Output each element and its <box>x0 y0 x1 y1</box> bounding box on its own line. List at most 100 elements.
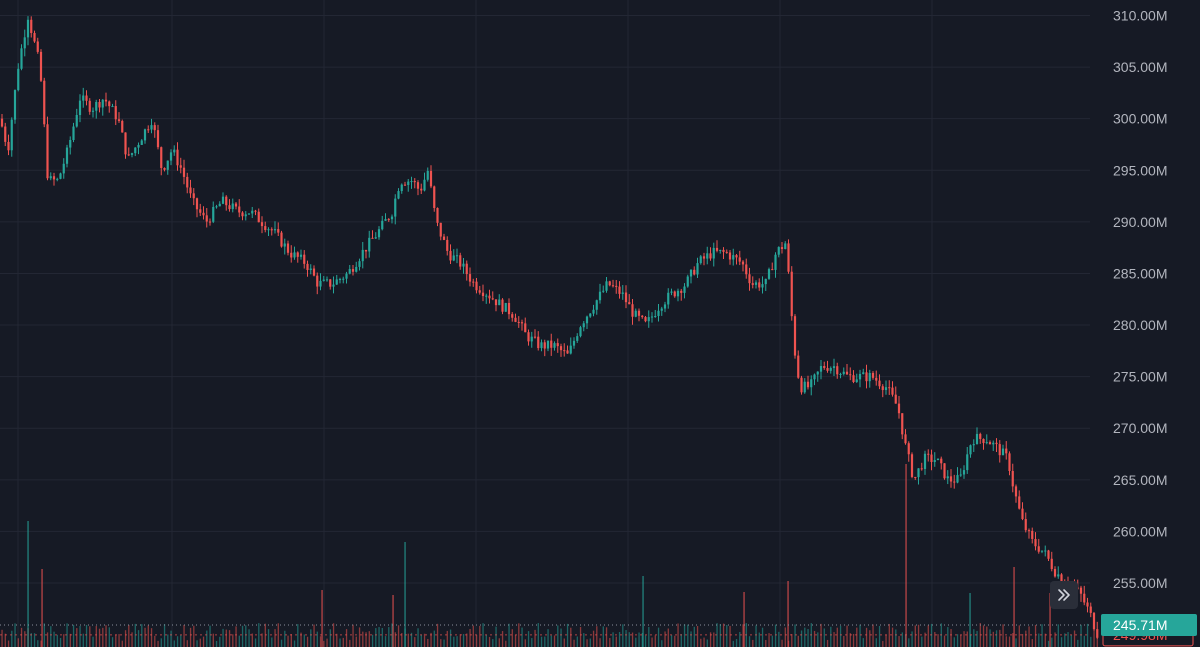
volume-spike <box>1013 567 1015 647</box>
volume-bar <box>225 629 227 647</box>
candle-body <box>306 263 309 270</box>
volume-bar <box>495 626 497 647</box>
volume-bar <box>875 638 877 647</box>
volume-bar <box>313 624 315 647</box>
candle-body <box>637 310 641 316</box>
volume-bar <box>440 639 442 647</box>
candle-body <box>520 322 524 324</box>
volume-bar <box>1005 636 1007 647</box>
volume-bar <box>349 639 351 647</box>
volume-bar <box>511 629 513 647</box>
candle-body <box>761 284 764 288</box>
candle-body <box>82 95 85 101</box>
y-tick-label: 270.00M <box>1113 420 1167 436</box>
candle-body <box>1089 606 1092 613</box>
candle-body <box>611 285 615 287</box>
candle-body <box>598 291 602 301</box>
candle-body <box>88 100 91 112</box>
candle-body <box>104 99 108 102</box>
volume-bar <box>976 630 978 647</box>
candle-body <box>111 106 114 108</box>
candle-body <box>988 442 992 445</box>
candle-body <box>605 281 608 291</box>
volume-bar <box>111 637 114 647</box>
candle-body <box>364 249 368 252</box>
volume-bar <box>664 631 666 647</box>
candle-body <box>852 375 855 383</box>
volume-bar <box>124 630 127 647</box>
candle-body <box>56 178 59 180</box>
candle-body <box>355 266 358 272</box>
volume-bar <box>654 635 656 647</box>
candle-body <box>283 243 286 247</box>
candle-body <box>199 209 202 213</box>
volume-bar <box>752 639 754 647</box>
volume-bar <box>911 631 913 647</box>
volume-bar <box>228 630 231 647</box>
scroll-to-realtime-button[interactable] <box>1050 581 1078 609</box>
volume-bar <box>63 634 65 647</box>
candle-body <box>377 229 381 238</box>
candle-body <box>403 184 407 186</box>
candle-body <box>69 139 72 148</box>
volume-bar <box>966 631 968 647</box>
candle-body <box>247 213 251 215</box>
volume-bar <box>144 627 146 647</box>
volume-bar <box>755 625 757 647</box>
volume-bar <box>696 625 699 647</box>
volume-bar <box>254 638 257 647</box>
candle-body <box>582 323 585 328</box>
candle-body <box>186 176 189 188</box>
volume-bar <box>758 632 760 647</box>
volume-bar <box>368 631 370 647</box>
candle-body <box>267 229 270 231</box>
candle-body <box>953 481 956 483</box>
volume-bar <box>410 632 413 647</box>
volume-bar <box>625 630 627 647</box>
volume-bar <box>170 630 172 647</box>
volume-bar <box>154 635 156 647</box>
candle-body <box>712 247 715 259</box>
volume-spike <box>404 542 406 647</box>
volume-bar <box>469 628 471 647</box>
volume-bar <box>1086 623 1089 647</box>
volume-bar <box>267 629 270 647</box>
volume-bar <box>121 640 123 647</box>
volume-bar <box>934 632 936 647</box>
candle-body <box>280 232 283 247</box>
volume-bar <box>375 628 377 647</box>
volume-bar <box>592 630 595 647</box>
volume-bar <box>310 629 312 647</box>
volume-bar <box>830 626 832 647</box>
candle-body <box>423 179 426 191</box>
candle-body <box>732 255 735 260</box>
candle-body <box>810 379 813 388</box>
volume-bar <box>131 632 133 647</box>
volume-bar <box>953 637 955 647</box>
volume-bar <box>199 638 201 647</box>
y-tick-label: 265.00M <box>1113 472 1167 488</box>
volume-bar <box>635 637 637 647</box>
candle-body <box>85 95 88 101</box>
candle-body <box>514 317 517 322</box>
volume-bar <box>1064 633 1066 647</box>
volume-bar <box>527 631 530 647</box>
volume-bar <box>947 627 949 647</box>
candle-body <box>1024 519 1027 531</box>
candle-body <box>719 249 722 251</box>
volume-bar <box>215 640 218 647</box>
volume-bar <box>300 632 302 647</box>
candle-body <box>244 214 247 217</box>
candle-body <box>335 279 338 285</box>
volume-bar <box>706 639 708 647</box>
candle-body <box>813 374 816 380</box>
volume-bar <box>277 623 279 647</box>
volume-bar <box>141 624 143 647</box>
candle-body <box>485 295 488 297</box>
candle-body <box>524 323 527 333</box>
price-axis[interactable]: 310.00M 305.00M 300.00M 295.00M 290.00M 285.0… <box>1113 7 1167 591</box>
volume-bar <box>739 631 741 647</box>
candle-body <box>845 371 849 375</box>
